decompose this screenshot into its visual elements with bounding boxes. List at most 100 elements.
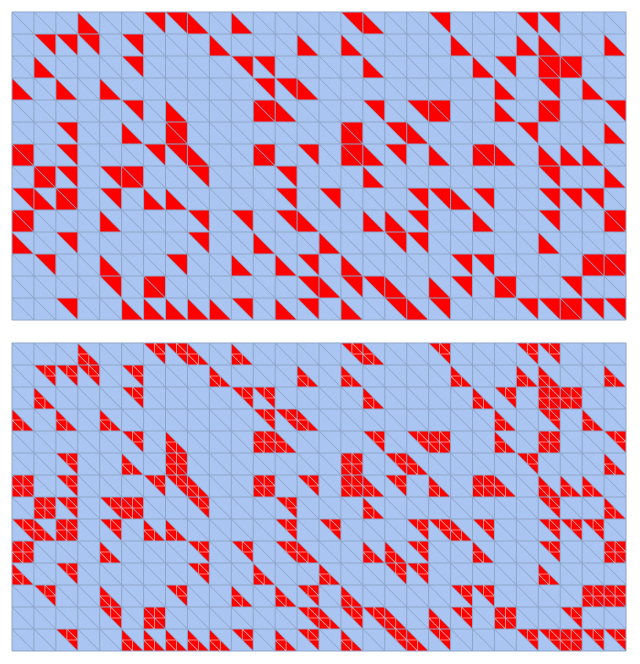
mesh-diagonal: [231, 628, 254, 652]
mesh-diagonal: [318, 231, 342, 255]
mesh-diagonal: [187, 540, 210, 564]
mesh-diagonal: [296, 474, 320, 498]
mesh-diagonal: [296, 297, 320, 321]
mesh-diagonal: [581, 99, 605, 123]
mesh-diagonal: [33, 99, 57, 123]
mesh-diagonal: [362, 187, 386, 211]
mesh-diagonal: [296, 342, 320, 366]
selected-triangle: [253, 78, 276, 100]
mesh-diagonal: [603, 209, 627, 233]
mesh-diagonal: [143, 606, 166, 630]
mesh-diagonal: [143, 165, 166, 189]
mesh-diagonal: [209, 55, 232, 79]
mesh-diagonal: [274, 33, 298, 57]
mesh-diagonal: [165, 55, 188, 79]
mesh-diagonal: [33, 342, 57, 366]
mesh-diagonal: [428, 121, 451, 145]
mesh-diagonal: [296, 275, 320, 299]
mesh-diagonal: [362, 386, 386, 410]
mesh-diagonal: [143, 209, 166, 233]
mesh-diagonal: [318, 187, 342, 211]
mesh-diagonal: [494, 11, 517, 35]
mesh-diagonal: [231, 297, 254, 321]
mesh-diagonal: [340, 474, 364, 498]
mesh-diagonal: [538, 474, 561, 498]
mesh-diagonal: [231, 77, 254, 101]
refined-edge: [241, 386, 255, 399]
mesh-diagonal: [406, 121, 429, 145]
mesh-diagonal: [187, 628, 210, 652]
mesh-diagonal: [11, 628, 35, 652]
refined-edge: [614, 430, 627, 443]
mesh-diagonal: [187, 430, 210, 454]
refined-edge: [439, 430, 452, 443]
mesh-diagonal: [252, 33, 276, 57]
mesh-diagonal: [362, 121, 386, 145]
mesh-diagonal: [406, 518, 429, 542]
mesh-diagonal: [581, 275, 605, 299]
mesh-diagonal: [11, 231, 35, 255]
mesh-diagonal: [340, 143, 364, 167]
refined-edge: [581, 419, 594, 432]
mesh-diagonal: [603, 77, 627, 101]
mesh-diagonal: [472, 540, 495, 564]
mesh-diagonal: [559, 33, 583, 57]
mesh-diagonal: [516, 628, 539, 652]
mesh-diagonal: [209, 386, 232, 410]
mesh-diagonal: [516, 342, 539, 366]
mesh-diagonal: [231, 231, 254, 255]
refined-edge: [164, 639, 177, 652]
mesh-diagonal: [581, 628, 605, 652]
mesh-diagonal: [406, 408, 429, 432]
mesh-diagonal: [406, 33, 429, 57]
refined-edge: [44, 496, 57, 509]
mesh-diagonal: [362, 540, 386, 564]
mesh-diagonal: [11, 77, 35, 101]
mesh-diagonal: [494, 562, 517, 586]
mesh-diagonal: [165, 364, 188, 388]
refined-edge: [537, 441, 550, 454]
mesh-diagonal: [450, 253, 473, 277]
mesh-diagonal: [187, 342, 210, 366]
mesh-diagonal: [143, 628, 166, 652]
refined-edge: [66, 452, 79, 465]
mesh-diagonal: [362, 55, 386, 79]
refined-edge: [132, 496, 145, 509]
mesh-diagonal: [472, 55, 495, 79]
mesh-diagonal: [340, 628, 364, 652]
mesh-diagonal: [450, 584, 473, 608]
mesh-diagonal: [99, 628, 122, 652]
mesh-diagonal: [121, 253, 144, 277]
refined-edge: [493, 485, 506, 498]
mesh-diagonal: [99, 187, 122, 211]
mesh-diagonal: [231, 33, 254, 57]
mesh-diagonal: [428, 275, 451, 299]
mesh-diagonal: [472, 121, 495, 145]
mesh-diagonal: [384, 143, 407, 167]
mesh-diagonal: [581, 209, 605, 233]
refined-edge: [318, 617, 331, 630]
mesh-diagonal: [252, 99, 276, 123]
mesh-diagonal: [274, 606, 298, 630]
refined-edge: [110, 518, 123, 531]
mesh-diagonal: [406, 342, 429, 366]
refined-edge: [164, 441, 177, 454]
mesh-diagonal: [165, 430, 188, 454]
mesh-diagonal: [252, 209, 276, 233]
mesh-diagonal: [581, 11, 605, 35]
mesh-diagonal: [362, 165, 386, 189]
mesh-diagonal: [603, 562, 627, 586]
mesh-diagonal: [384, 297, 407, 321]
refined-edge: [296, 419, 309, 432]
mesh-diagonal: [209, 342, 232, 366]
mesh-diagonal: [187, 606, 210, 630]
mesh-diagonal: [494, 364, 517, 388]
mesh-diagonal: [252, 231, 276, 255]
mesh-diagonal: [296, 209, 320, 233]
mesh-diagonal: [362, 342, 386, 366]
mesh-diagonal: [11, 518, 35, 542]
mesh-diagonal: [143, 33, 166, 57]
mesh-diagonal: [538, 408, 561, 432]
refined-edge: [307, 584, 320, 597]
mesh-diagonal: [252, 430, 276, 454]
